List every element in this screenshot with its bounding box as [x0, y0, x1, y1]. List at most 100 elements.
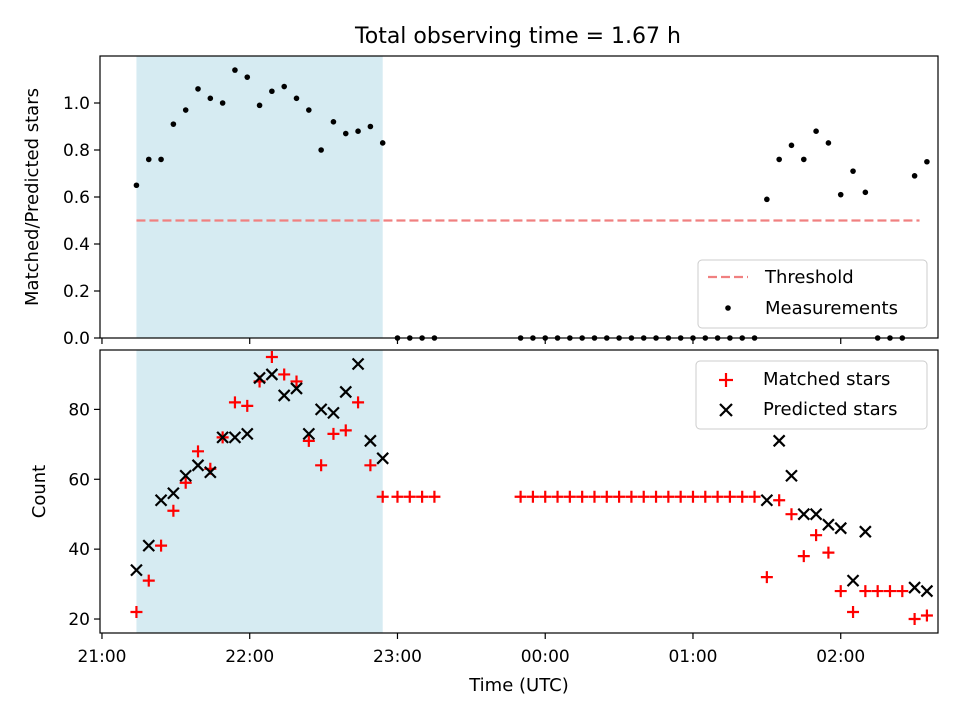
- matched-star-point: [834, 585, 847, 598]
- measurement-point: [232, 67, 238, 73]
- matched-star-point: [883, 585, 896, 598]
- matched-star-point: [785, 508, 798, 521]
- measurement-point: [911, 173, 918, 179]
- matched-star-point: [315, 459, 328, 472]
- predicted-star-point: [314, 403, 328, 416]
- y-tick-label: 0.2: [63, 282, 90, 302]
- x-tick-label: 22:00: [225, 647, 274, 667]
- matched-star-point: [539, 490, 552, 503]
- bottom-x-ticks: 21:00 22:00 23:00 00:00 01:00 02:00: [77, 633, 865, 667]
- measurement-point: [207, 95, 214, 102]
- predicted-star-point: [785, 469, 798, 483]
- predicted-star-point: [142, 539, 156, 552]
- predicted-star-point: [216, 431, 229, 444]
- predicted-star-point: [154, 493, 168, 507]
- y-tick-label: 20: [68, 610, 90, 630]
- measurement-point: [244, 74, 251, 80]
- predicted-star-point: [920, 584, 934, 598]
- measurement-point: [825, 140, 832, 146]
- matched-star-point: [686, 490, 699, 503]
- legend-matched-swatch: [719, 373, 733, 387]
- predicted-stars-points: [130, 357, 934, 598]
- matched-star-point: [155, 539, 168, 552]
- matched-star-point: [723, 490, 736, 503]
- matched-star-point: [847, 606, 860, 619]
- predicted-star-point: [327, 406, 340, 420]
- top-shaded-interval: [136, 56, 383, 338]
- measurement-point: [281, 83, 287, 90]
- matched-star-point: [637, 490, 650, 503]
- measurement-point: [862, 189, 869, 196]
- measurement-point: [837, 191, 844, 198]
- matched-star-point: [290, 375, 303, 388]
- matched-star-point: [748, 490, 761, 503]
- matched-star-point: [526, 490, 539, 503]
- top-panel: 0.0 0.2 0.4 0.6 0.8 1.0 Matched/Predicted sta…: [22, 55, 939, 349]
- predicted-star-point: [364, 434, 377, 448]
- y-tick-label: 1.0: [63, 94, 90, 114]
- matched-star-point: [130, 606, 143, 619]
- legend-predicted-label: Predicted stars: [763, 399, 897, 420]
- matched-star-point: [339, 424, 352, 437]
- matched-star-point: [352, 396, 365, 409]
- predicted-star-point: [809, 507, 823, 521]
- matched-star-point: [908, 613, 921, 626]
- predicted-star-point: [253, 371, 266, 385]
- matched-star-point: [327, 427, 340, 440]
- measurement-point: [355, 128, 361, 134]
- matched-star-point: [428, 490, 441, 503]
- matched-star-point: [822, 546, 835, 559]
- matched-star-point: [416, 490, 429, 503]
- top-y-axis-label: Matched/Predicted stars: [22, 88, 43, 306]
- matched-star-point: [364, 459, 377, 472]
- predicted-star-point: [834, 521, 848, 535]
- top-axes-frame: [99, 55, 939, 339]
- predicted-star-point: [797, 507, 811, 521]
- matched-star-point: [920, 609, 933, 622]
- predicted-star-point: [351, 357, 365, 371]
- matched-star-point: [192, 445, 205, 458]
- y-tick-label: 40: [68, 540, 90, 560]
- legend-measurements-label: Measurements: [765, 298, 898, 319]
- matched-star-point: [376, 490, 389, 503]
- x-tick-label: 23:00: [373, 647, 422, 667]
- predicted-star-point: [179, 469, 192, 483]
- bottom-axes-frame: [99, 349, 939, 634]
- matched-star-point: [514, 490, 527, 503]
- measurement-point: [813, 128, 819, 134]
- matched-star-point: [625, 490, 638, 503]
- measurement-point: [158, 156, 164, 163]
- bottom-y-axis-label: Count: [29, 465, 50, 518]
- predicted-star-point: [859, 525, 872, 538]
- matched-star-point: [662, 490, 675, 503]
- bottom-legend: Matched stars Predicted stars: [695, 360, 928, 430]
- y-tick-label: 0.0: [63, 329, 90, 349]
- x-tick-label: 00:00: [521, 647, 570, 667]
- matched-star-point: [391, 490, 404, 503]
- matched-star-point: [674, 490, 687, 503]
- measurement-point: [256, 102, 263, 109]
- measurement-point: [306, 107, 312, 113]
- measurement-point: [269, 88, 275, 95]
- measurement-point: [379, 140, 386, 146]
- x-tick-label: 21:00: [77, 647, 126, 667]
- measurement-point: [330, 119, 337, 125]
- matched-star-point: [871, 585, 884, 598]
- measurement-point: [195, 86, 201, 92]
- predicted-star-point: [376, 452, 389, 465]
- matched-star-point: [563, 490, 576, 503]
- x-tick-label: 01:00: [668, 647, 717, 667]
- measurement-point: [342, 130, 349, 137]
- measurement-point: [182, 107, 189, 113]
- matched-star-point: [588, 490, 601, 503]
- predicted-star-point: [191, 459, 205, 472]
- matched-star-point: [711, 490, 724, 503]
- x-axis-label: Time (UTC): [468, 675, 569, 696]
- measurement-point: [133, 182, 140, 189]
- predicted-star-point: [302, 427, 316, 441]
- predicted-star-point: [846, 574, 860, 587]
- measurement-point: [924, 158, 930, 165]
- predicted-star-point: [290, 382, 303, 395]
